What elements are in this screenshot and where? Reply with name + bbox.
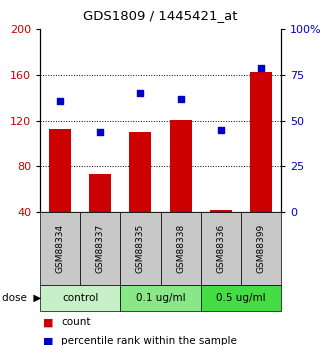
Text: GSM88335: GSM88335 [136,224,145,273]
Point [258,65,263,70]
Bar [210,210,232,212]
Point [98,129,103,135]
Point [58,98,63,104]
Bar [129,132,152,212]
Text: percentile rank within the sample: percentile rank within the sample [61,336,237,345]
Text: GSM88334: GSM88334 [56,224,65,273]
Text: ■: ■ [43,336,54,345]
Text: dose  ▶: dose ▶ [2,293,41,303]
Bar [169,120,192,212]
Bar [49,129,71,212]
Point [218,127,223,132]
Text: control: control [62,293,99,303]
Text: count: count [61,317,91,327]
Text: GSM88399: GSM88399 [256,224,265,273]
Text: 0.1 ug/ml: 0.1 ug/ml [136,293,185,303]
Text: GDS1809 / 1445421_at: GDS1809 / 1445421_at [83,9,238,22]
Text: 0.5 ug/ml: 0.5 ug/ml [216,293,265,303]
Bar [89,175,111,212]
Text: GSM88336: GSM88336 [216,224,225,273]
Point [138,90,143,96]
Text: GSM88337: GSM88337 [96,224,105,273]
Point [178,96,183,101]
Text: ■: ■ [43,317,54,327]
Bar [250,72,272,212]
Text: GSM88338: GSM88338 [176,224,185,273]
